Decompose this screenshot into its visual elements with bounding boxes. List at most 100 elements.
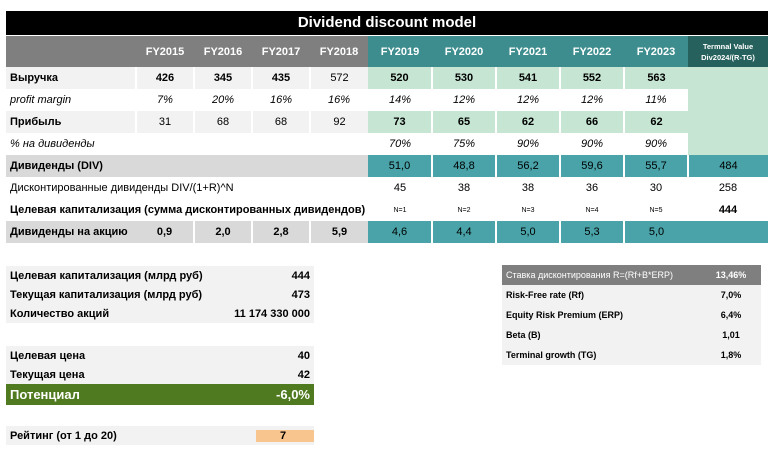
price-block: Целевая цена 40 Текущая цена 42 Потенциа… bbox=[6, 346, 314, 405]
row-label: Прибыль bbox=[6, 111, 136, 133]
year-header: FY2015 bbox=[136, 36, 194, 67]
cell: 90% bbox=[644, 138, 668, 150]
dps-row: Дивиденды на акцию 0,9 2,0 2,8 5,9 4,6 4… bbox=[6, 221, 768, 243]
rates-block: Ставка дисконтирования R=(Rf+B*ERP) 13,4… bbox=[502, 265, 761, 365]
cell: 38 bbox=[457, 182, 471, 194]
cell: 62 bbox=[623, 111, 688, 133]
margin-row: profit margin 7% 20% 16% 16% 14% 12% 12%… bbox=[6, 89, 768, 111]
label: Текущая цена bbox=[10, 368, 85, 381]
cell: 16% bbox=[327, 94, 351, 106]
year-header: FY2016 bbox=[194, 36, 252, 67]
potential-summary: Потенциал -6,0% bbox=[6, 384, 314, 405]
cell: 2,8 bbox=[251, 221, 310, 243]
terminal-header-line2: Div2024/(R-TG) bbox=[701, 52, 755, 62]
cell: 541 bbox=[495, 67, 560, 89]
value: 40 bbox=[297, 349, 310, 362]
cell bbox=[310, 133, 368, 155]
cell: 51,0 bbox=[368, 155, 432, 177]
year-header: FY2020 bbox=[432, 36, 496, 67]
cell: 7% bbox=[157, 94, 173, 106]
header-row: FY2015 FY2016 FY2017 FY2018 FY2019 FY202… bbox=[6, 36, 768, 67]
terminal-cell bbox=[688, 111, 768, 133]
current-cap-summary: Текущая капитализация (млрд руб) 473 bbox=[6, 285, 314, 304]
target-cap-summary: Целевая капитализация (млрд руб) 444 bbox=[6, 266, 314, 285]
target-cap-row: Целевая капитализация (сумма дисконтиров… bbox=[6, 199, 768, 221]
cell: 12% bbox=[516, 94, 540, 106]
risk-free-row: Risk-Free rate (Rf) 7,0% bbox=[502, 285, 761, 305]
cell: 5,9 bbox=[309, 221, 368, 243]
cell: 426 bbox=[135, 67, 194, 89]
cell: 65 bbox=[431, 111, 496, 133]
cell bbox=[252, 133, 310, 155]
cell: 345 bbox=[193, 67, 252, 89]
cell: N=3 bbox=[521, 206, 535, 214]
cell: N=4 bbox=[585, 206, 599, 214]
label: Текущая капитализация (млрд руб) bbox=[10, 288, 203, 301]
year-header: FY2019 bbox=[368, 36, 432, 67]
label: Целевая капитализация (млрд руб) bbox=[10, 269, 203, 282]
cell: 68 bbox=[251, 111, 310, 133]
cell: 435 bbox=[251, 67, 310, 89]
rating-summary: Рейтинг (от 1 до 20) 7 bbox=[6, 426, 314, 445]
cell: 5,0 bbox=[495, 221, 560, 243]
cell: 31 bbox=[135, 111, 194, 133]
year-header: FY2021 bbox=[496, 36, 560, 67]
label: Количество акций bbox=[10, 307, 110, 320]
cell: 11% bbox=[645, 94, 667, 106]
row-label: profit margin bbox=[10, 94, 72, 106]
terminal-header-line1: Termnal Value bbox=[702, 41, 754, 51]
value: 13,46% bbox=[715, 270, 747, 280]
dividends-row: Дивиденды (DIV) 51,0 48,8 56,2 59,6 55,7… bbox=[6, 155, 768, 177]
row-label: Целевая капитализация (сумма дисконтиров… bbox=[10, 204, 366, 216]
value: 7 bbox=[256, 429, 314, 442]
row-label: % на дивиденды bbox=[10, 138, 95, 150]
cell: 520 bbox=[368, 67, 432, 89]
cell: 552 bbox=[559, 67, 624, 89]
value: 7,0% bbox=[720, 290, 742, 300]
cell: 62 bbox=[495, 111, 560, 133]
cell: 59,6 bbox=[559, 155, 624, 177]
profit-row: Прибыль 31 68 68 92 73 65 62 66 62 bbox=[6, 111, 768, 133]
label: Ставка дисконтирования R=(Rf+B*ERP) bbox=[506, 270, 673, 280]
cell: 92 bbox=[309, 111, 368, 133]
year-header: FY2023 bbox=[624, 36, 688, 67]
label: Beta (B) bbox=[506, 330, 541, 340]
cell: N=5 bbox=[649, 206, 663, 214]
cell: 16% bbox=[269, 94, 293, 106]
current-price-summary: Текущая цена 42 bbox=[6, 365, 314, 384]
cell: 12% bbox=[580, 94, 604, 106]
cell: 5,3 bbox=[559, 221, 624, 243]
cell: 14% bbox=[388, 94, 412, 106]
terminal-value-header: Termnal Value Div2024/(R-TG) bbox=[688, 36, 768, 67]
erp-row: Equity Risk Premium (ERP) 6,4% bbox=[502, 305, 761, 325]
label: Risk-Free rate (Rf) bbox=[506, 290, 585, 300]
cell: 90% bbox=[580, 138, 604, 150]
row-label: Дисконтированные дивиденды DIV/(1+R)^N bbox=[10, 182, 234, 194]
discount-rate-row: Ставка дисконтирования R=(Rf+B*ERP) 13,4… bbox=[502, 265, 761, 285]
cell: 48,8 bbox=[431, 155, 496, 177]
terminal-cell bbox=[688, 133, 768, 155]
cell: 530 bbox=[431, 67, 496, 89]
cell: N=1 bbox=[393, 206, 407, 214]
rating-block: Рейтинг (от 1 до 20) 7 bbox=[6, 426, 314, 445]
cell: 45 bbox=[393, 182, 407, 194]
cell: 4,6 bbox=[368, 221, 432, 243]
year-header: FY2018 bbox=[310, 36, 368, 67]
value: -6,0% bbox=[276, 387, 310, 402]
terminal-growth-row: Terminal growth (TG) 1,8% bbox=[502, 345, 761, 365]
terminal-cell: 444 bbox=[718, 204, 738, 216]
cell: 563 bbox=[623, 67, 688, 89]
value: 444 bbox=[291, 269, 310, 282]
cell: 70% bbox=[388, 138, 412, 150]
label: Целевая цена bbox=[10, 349, 86, 362]
capitalization-block: Целевая капитализация (млрд руб) 444 Тек… bbox=[6, 266, 314, 323]
cell: 36 bbox=[585, 182, 599, 194]
discounted-row: Дисконтированные дивиденды DIV/(1+R)^N 4… bbox=[6, 177, 768, 199]
terminal-cell: 258 bbox=[718, 182, 738, 194]
year-header: FY2022 bbox=[560, 36, 624, 67]
row-label: Дивиденды (DIV) bbox=[6, 155, 136, 177]
cell: 66 bbox=[559, 111, 624, 133]
cell: 56,2 bbox=[495, 155, 560, 177]
cell: 4,4 bbox=[431, 221, 496, 243]
value: 1,01 bbox=[722, 330, 740, 340]
